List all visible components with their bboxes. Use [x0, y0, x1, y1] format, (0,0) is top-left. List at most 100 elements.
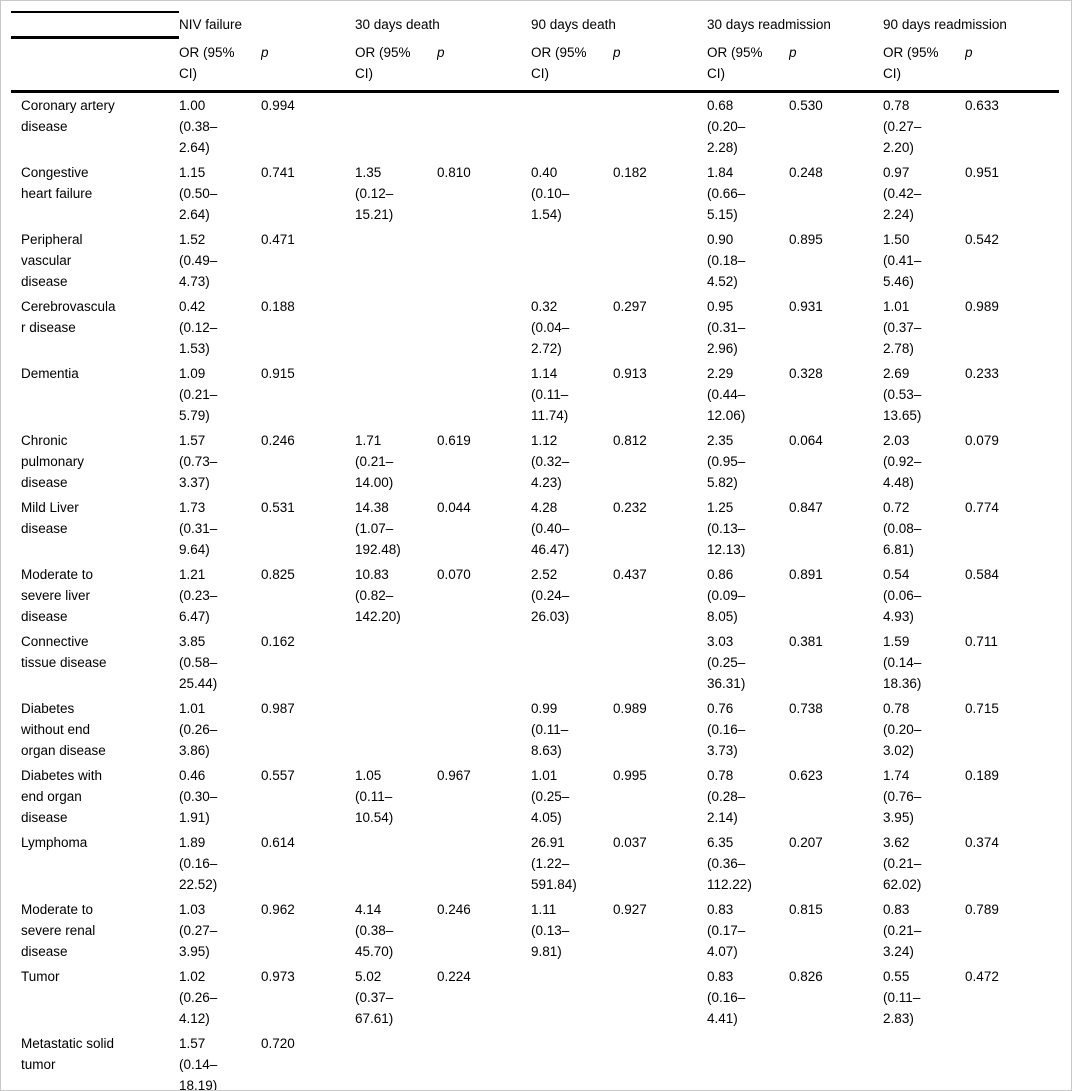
p-column-header: p: [261, 37, 355, 93]
or-ci-cell: [531, 227, 613, 294]
table-row: Diabetes without end organ disease 1.01 (…: [11, 696, 1059, 763]
p-value-cell: 0.246: [261, 432, 295, 448]
or-ci-cell: 0.78 (0.20– 3.02): [883, 700, 922, 758]
or-ci-cell: 1.57 (0.73– 3.37): [179, 432, 218, 490]
or-ci-cell: 0.76 (0.16– 3.73): [707, 700, 746, 758]
or-ci-cell: 2.29 (0.44– 12.06): [707, 365, 746, 423]
or-ci-cell: 2.52 (0.24– 26.03): [531, 566, 570, 624]
or-ci-cell: 26.91 (1.22– 591.84): [531, 834, 577, 892]
p-value-cell: 0.931: [789, 298, 823, 314]
or-ci-cell: 1.71 (0.21– 14.00): [355, 432, 394, 490]
p-value-cell: 0.079: [965, 432, 999, 448]
p-value-cell: 0.623: [789, 767, 823, 783]
p-value-cell: 0.927: [613, 901, 647, 917]
p-value-cell: 0.044: [437, 499, 471, 515]
p-value-cell: 0.188: [261, 298, 295, 314]
table-row: Dementia 1.09 (0.21– 5.79) 0.915 1.14 (0.11…: [11, 361, 1059, 428]
p-value-cell: [613, 1030, 708, 1090]
or-ci-cell: 0.97 (0.42– 2.24): [883, 164, 922, 222]
p-value-cell: 0.720: [261, 1030, 355, 1090]
or-ci-cell: 1.12 (0.32– 4.23): [531, 432, 570, 490]
row-label: Moderate to severe liver disease: [21, 566, 94, 624]
p-value-cell: 0.812: [613, 432, 647, 448]
table-row: Chronic pulmonary disease 1.57 (0.73– 3.3…: [11, 428, 1059, 495]
p-value-cell: 0.531: [261, 499, 295, 515]
p-value-cell: 0.472: [965, 968, 999, 984]
table-body: Coronary artery disease 1.00 (0.38– 2.64)…: [11, 91, 1060, 1090]
p-value-cell: [437, 830, 531, 897]
or-column-header: OR (95% CI): [707, 37, 790, 93]
or-column-header: OR (95% CI): [179, 37, 261, 93]
p-value-cell: 0.633: [965, 97, 999, 113]
p-value-cell: 0.810: [437, 164, 471, 180]
or-ci-cell: [355, 629, 437, 696]
p-column-header: p: [789, 37, 884, 93]
or-ci-cell: 0.83 (0.16– 4.41): [707, 968, 746, 1026]
p-value-cell: [437, 1030, 532, 1090]
p-value-cell: 0.826: [789, 968, 823, 984]
table-row: Lymphoma 1.89 (0.16– 22.52) 0.614 26.91 (1.…: [11, 830, 1059, 897]
p-value-cell: 0.987: [261, 700, 295, 716]
or-ci-cell: 0.72 (0.08– 6.81): [883, 499, 922, 557]
table-row: Peripheral vascular disease 1.52 (0.49– 4…: [11, 227, 1059, 294]
p-value-cell: 0.248: [789, 164, 823, 180]
row-label: Tumor: [21, 968, 60, 984]
row-label: Peripheral vascular disease: [21, 231, 83, 289]
p-value-cell: 0.064: [789, 432, 823, 448]
row-label: Congestive heart failure: [21, 164, 93, 201]
or-ci-cell: [531, 964, 613, 1031]
column-group-header: 30 days readmission: [707, 17, 831, 32]
p-value-cell: [613, 629, 707, 696]
or-ci-cell: [355, 361, 437, 428]
table-row: Congestive heart failure 1.15 (0.50– 2.64…: [11, 160, 1059, 227]
p-value-cell: [437, 696, 531, 763]
or-ci-cell: 2.69 (0.53– 13.65): [883, 365, 922, 423]
p-value-cell: 0.619: [437, 432, 471, 448]
p-value-cell: 0.711: [965, 633, 998, 649]
or-ci-cell: 1.89 (0.16– 22.52): [179, 834, 218, 892]
table-row: Cerebrovascular disease 0.42 (0.12– 1.53)…: [11, 294, 1059, 361]
or-ci-cell: 1.01 (0.37– 2.78): [883, 298, 922, 356]
or-ci-cell: 1.02 (0.26– 4.12): [179, 968, 218, 1026]
p-value-cell: 0.825: [261, 566, 295, 582]
or-column-header: OR (95% CI): [531, 37, 614, 93]
p-value-cell: [789, 1030, 884, 1090]
or-ci-cell: [707, 1030, 790, 1090]
p-value-cell: 0.530: [789, 97, 823, 113]
or-ci-cell: [531, 629, 613, 696]
or-ci-cell: 1.74 (0.76– 3.95): [883, 767, 922, 825]
or-ci-cell: 1.57 (0.14– 18.19): [179, 1030, 261, 1090]
or-ci-cell: [355, 830, 437, 897]
or-ci-cell: 1.50 (0.41– 5.46): [883, 231, 922, 289]
or-ci-cell: [355, 294, 437, 361]
or-column-header: OR (95% CI): [883, 37, 966, 93]
or-ci-cell: [355, 91, 437, 160]
p-value-cell: 0.162: [261, 633, 295, 649]
p-value-cell: 0.815: [789, 901, 823, 917]
or-ci-cell: 1.15 (0.50– 2.64): [179, 164, 218, 222]
table-row: Coronary artery disease 1.00 (0.38– 2.64)…: [11, 91, 1059, 160]
p-column-header: p: [613, 37, 708, 93]
table-row: Moderate to severe liver disease 1.21 (0.…: [11, 562, 1059, 629]
p-value-cell: 0.381: [789, 633, 823, 649]
p-value-cell: 0.070: [437, 566, 471, 582]
or-ci-cell: 2.03 (0.92– 4.48): [883, 432, 922, 490]
p-value-cell: [965, 1030, 1060, 1090]
row-label: Chronic pulmonary disease: [21, 432, 85, 490]
p-value-cell: [613, 227, 707, 294]
or-ci-cell: 10.83 (0.82– 142.20): [355, 566, 401, 624]
p-value-cell: 0.246: [437, 901, 471, 917]
or-ci-cell: 1.35 (0.12– 15.21): [355, 164, 394, 222]
or-ci-cell: [355, 227, 437, 294]
p-value-cell: 0.774: [965, 499, 999, 515]
p-value-cell: 0.994: [261, 97, 295, 113]
row-label: Coronary artery disease: [21, 97, 115, 134]
or-ci-cell: 4.28 (0.40– 46.47): [531, 499, 570, 557]
table-row: Tumor 1.02 (0.26– 4.12) 0.973 5.02 (0.37– 6…: [11, 964, 1059, 1031]
or-ci-cell: 0.68 (0.20– 2.28): [707, 97, 746, 155]
p-value-cell: 0.297: [613, 298, 647, 314]
table-row: Connective tissue disease 3.85 (0.58– 25.…: [11, 629, 1059, 696]
table-row: Diabetes with end organ disease 0.46 (0.3…: [11, 763, 1059, 830]
or-ci-cell: 0.55 (0.11– 2.83): [883, 968, 921, 1026]
